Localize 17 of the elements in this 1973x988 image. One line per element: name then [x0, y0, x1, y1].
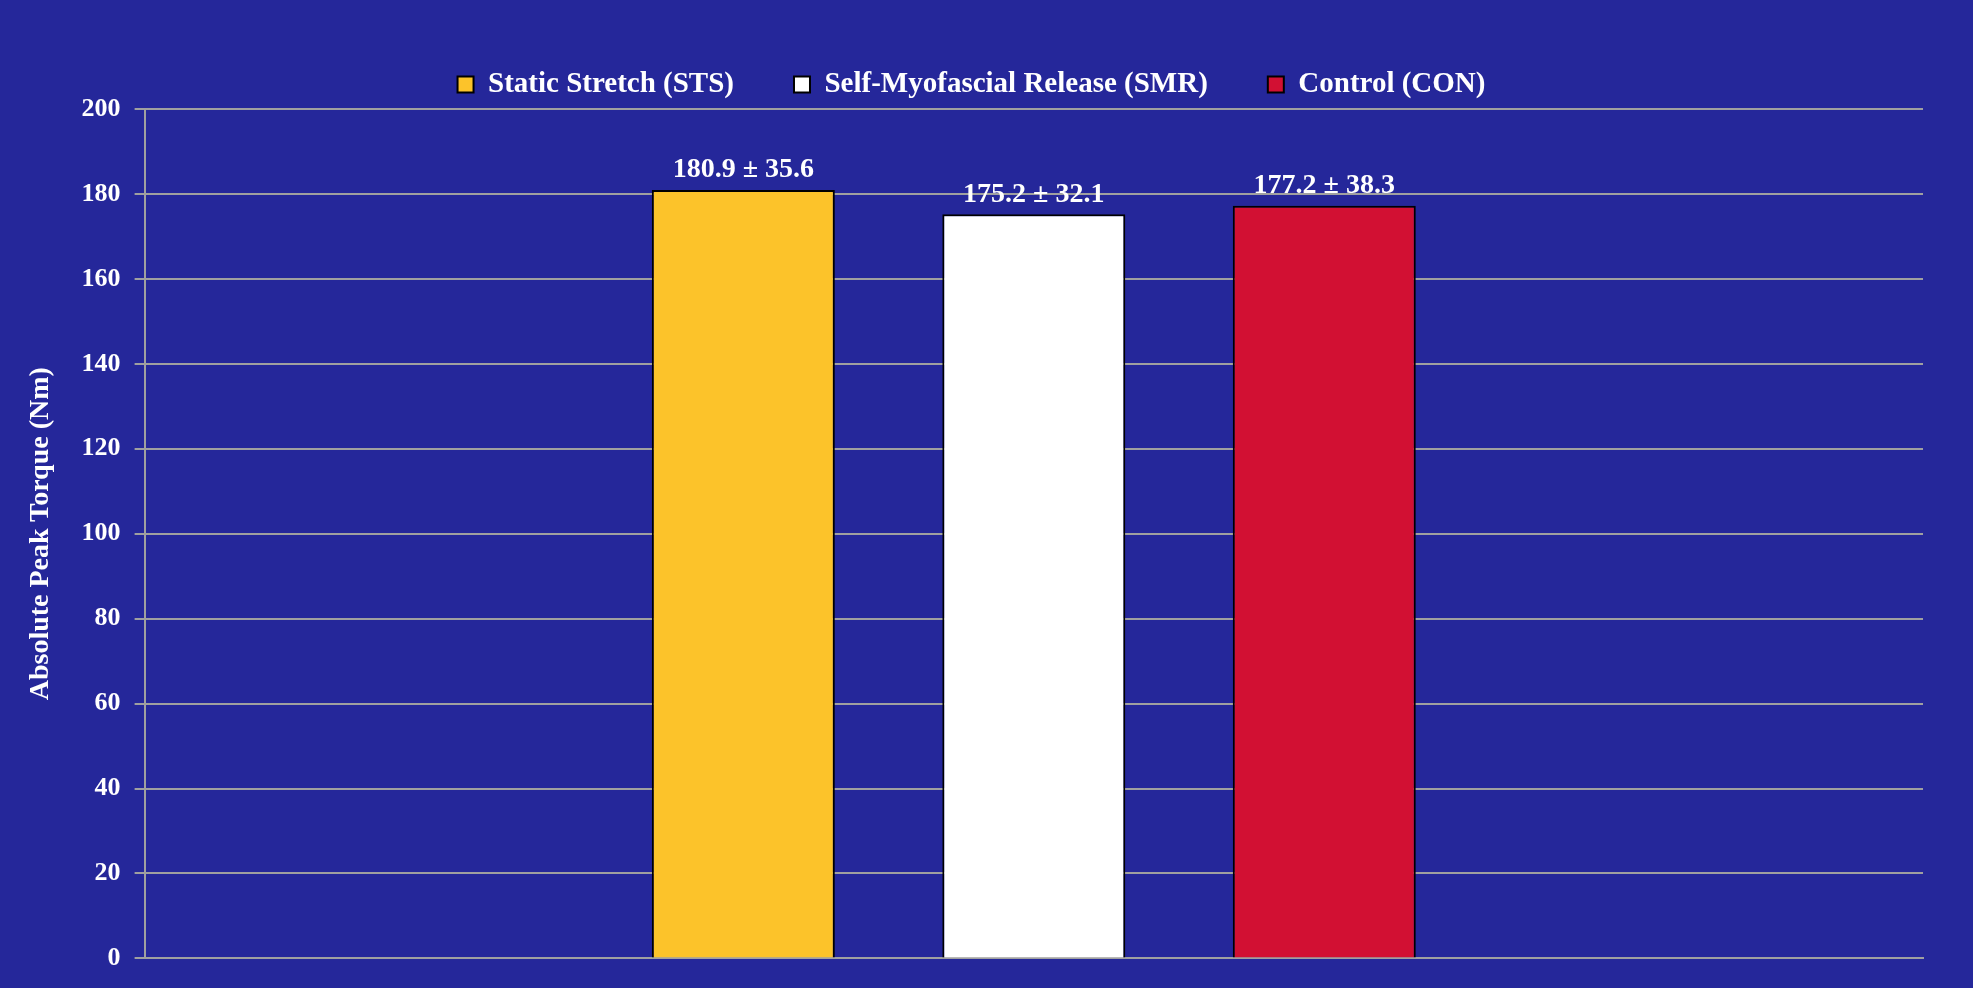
- legend-label: Static Stretch (STS): [488, 65, 734, 99]
- legend-label: Control (CON): [1298, 65, 1486, 99]
- y-tick-label: 20: [94, 857, 121, 887]
- y-axis-title: Absolute Peak Torque (Nm): [23, 367, 55, 701]
- y-tick-label: 140: [81, 347, 121, 377]
- y-tick-label: 200: [81, 92, 121, 122]
- y-tick-label: 160: [81, 262, 121, 292]
- y-tick-label: 120: [81, 432, 121, 462]
- y-tick-label: 80: [94, 602, 121, 632]
- y-tick-label: 180: [81, 177, 121, 207]
- y-tick-label: 100: [81, 517, 121, 547]
- y-tick-label: 0: [107, 942, 121, 972]
- data-label: 177.2 ± 38.3: [1253, 168, 1395, 200]
- legend-label: Self-Myofascial Release (SMR): [824, 65, 1208, 99]
- y-tick-label: 60: [94, 687, 121, 717]
- y-tick-label: 40: [94, 772, 121, 802]
- data-label: 180.9 ± 35.6: [672, 152, 815, 184]
